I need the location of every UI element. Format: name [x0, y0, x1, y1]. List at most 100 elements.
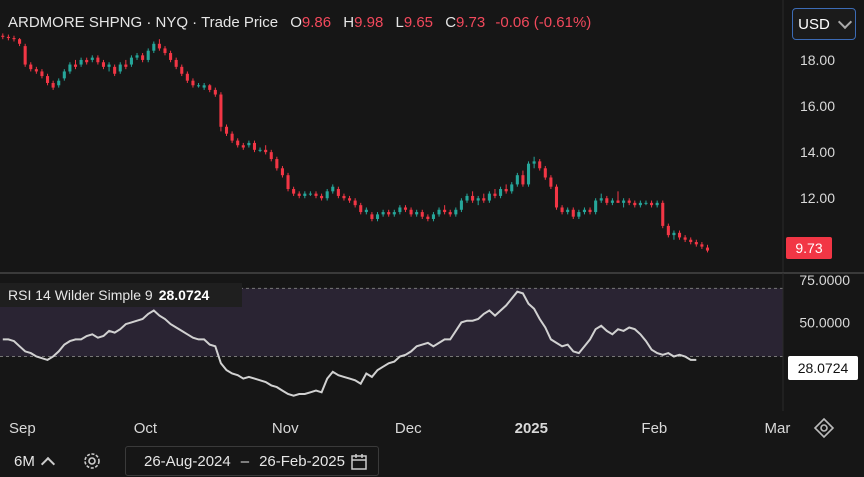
- calendar-icon: [351, 454, 367, 470]
- candle: [96, 55, 100, 65]
- candle: [666, 223, 670, 238]
- candle: [1, 33, 5, 40]
- candle-body: [694, 242, 698, 245]
- date-range-picker[interactable]: 26-Aug-2024 – 26-Feb-2025: [125, 446, 379, 476]
- candle: [208, 84, 212, 93]
- candle-body: [275, 159, 279, 169]
- change-value: -0.06 (-0.61%): [495, 14, 592, 31]
- candle-body: [269, 152, 273, 160]
- gear-icon[interactable]: [78, 448, 106, 474]
- candle: [677, 230, 682, 240]
- candle-body: [644, 202, 648, 204]
- candle: [392, 209, 396, 217]
- candle-body: [431, 214, 435, 219]
- candle-body: [599, 198, 603, 201]
- candle: [364, 207, 368, 215]
- candle: [264, 145, 268, 155]
- candle: [381, 209, 385, 217]
- currency-select[interactable]: USD: [792, 8, 856, 40]
- candle-body: [689, 239, 693, 243]
- candle: [141, 53, 145, 63]
- time-tick-label: Nov: [272, 420, 299, 437]
- candle-body: [566, 209, 570, 213]
- candle-body: [146, 50, 150, 60]
- candle-body: [314, 193, 318, 196]
- candle-body: [12, 38, 16, 40]
- candle-body: [588, 209, 592, 213]
- rsi-tick-label: 50.0000: [799, 314, 850, 330]
- candle: [437, 207, 441, 217]
- candle: [616, 191, 620, 203]
- candle: [107, 62, 111, 72]
- candle: [163, 46, 167, 56]
- candle: [85, 57, 89, 65]
- candle-body: [482, 198, 486, 201]
- candle: [521, 170, 525, 187]
- candle-body: [638, 202, 642, 206]
- timeframe-button[interactable]: 6M: [4, 448, 74, 474]
- candle-body: [543, 168, 547, 178]
- candle-body: [666, 225, 670, 236]
- candle-body: [554, 186, 559, 208]
- candle: [650, 200, 654, 208]
- candle-body: [375, 214, 380, 219]
- candle-body: [336, 189, 340, 196]
- candle-body: [342, 195, 346, 199]
- candle-body: [118, 64, 122, 72]
- candle-body: [152, 43, 156, 51]
- candle-body: [353, 200, 357, 206]
- date-separator: –: [240, 452, 250, 470]
- time-tick-label: Feb: [641, 420, 667, 437]
- open-value: 9.86: [301, 14, 332, 31]
- candle: [252, 140, 257, 153]
- candle: [610, 198, 614, 206]
- candle-body: [594, 200, 598, 213]
- candle: [353, 198, 357, 208]
- candle-body: [549, 177, 553, 187]
- candle-body: [521, 175, 525, 185]
- candle-body: [308, 193, 312, 195]
- candle-body: [90, 57, 94, 60]
- chart-settings-icon[interactable]: [812, 416, 836, 440]
- pane-divider[interactable]: [0, 272, 864, 274]
- rsi-line: [2, 290, 697, 397]
- candle-body: [202, 85, 206, 88]
- candle: [515, 172, 519, 187]
- candle: [661, 200, 665, 229]
- candle-body: [62, 71, 66, 79]
- candle-body: [392, 212, 396, 215]
- candlestick-series: [1, 33, 710, 253]
- price-chart[interactable]: 12.00 14.00 16.00 18.00: [0, 0, 864, 272]
- candle-body: [677, 232, 682, 238]
- candle-body: [437, 209, 441, 215]
- candle-body: [403, 207, 408, 210]
- rsi-axis: 50.0000 75.0000: [799, 273, 850, 330]
- candle-body: [504, 189, 508, 192]
- time-tick-label: Sep: [9, 420, 36, 437]
- candle: [219, 92, 223, 132]
- candle: [18, 38, 22, 47]
- candle: [129, 55, 133, 67]
- candle: [370, 212, 374, 222]
- rsi-value: 28.0724: [158, 287, 210, 303]
- candle-body: [163, 48, 167, 54]
- candle: [241, 142, 245, 150]
- candle: [303, 191, 307, 199]
- candle-body: [18, 39, 22, 44]
- candle-body: [582, 209, 586, 213]
- candle: [348, 195, 352, 203]
- candle: [68, 62, 72, 74]
- candle: [292, 186, 296, 196]
- candle: [331, 184, 335, 194]
- candle: [633, 200, 637, 208]
- candle-body: [6, 36, 10, 39]
- candle-body: [454, 209, 458, 215]
- time-axis[interactable]: Sep Oct Nov Dec 2025 Feb Mar: [0, 411, 864, 443]
- candle-body: [180, 66, 184, 74]
- rsi-tick-label: 75.0000: [799, 273, 850, 288]
- candle: [62, 69, 66, 81]
- candle-body: [627, 200, 631, 203]
- candle-body: [633, 202, 637, 206]
- candle-body: [683, 237, 687, 240]
- candle: [398, 205, 402, 215]
